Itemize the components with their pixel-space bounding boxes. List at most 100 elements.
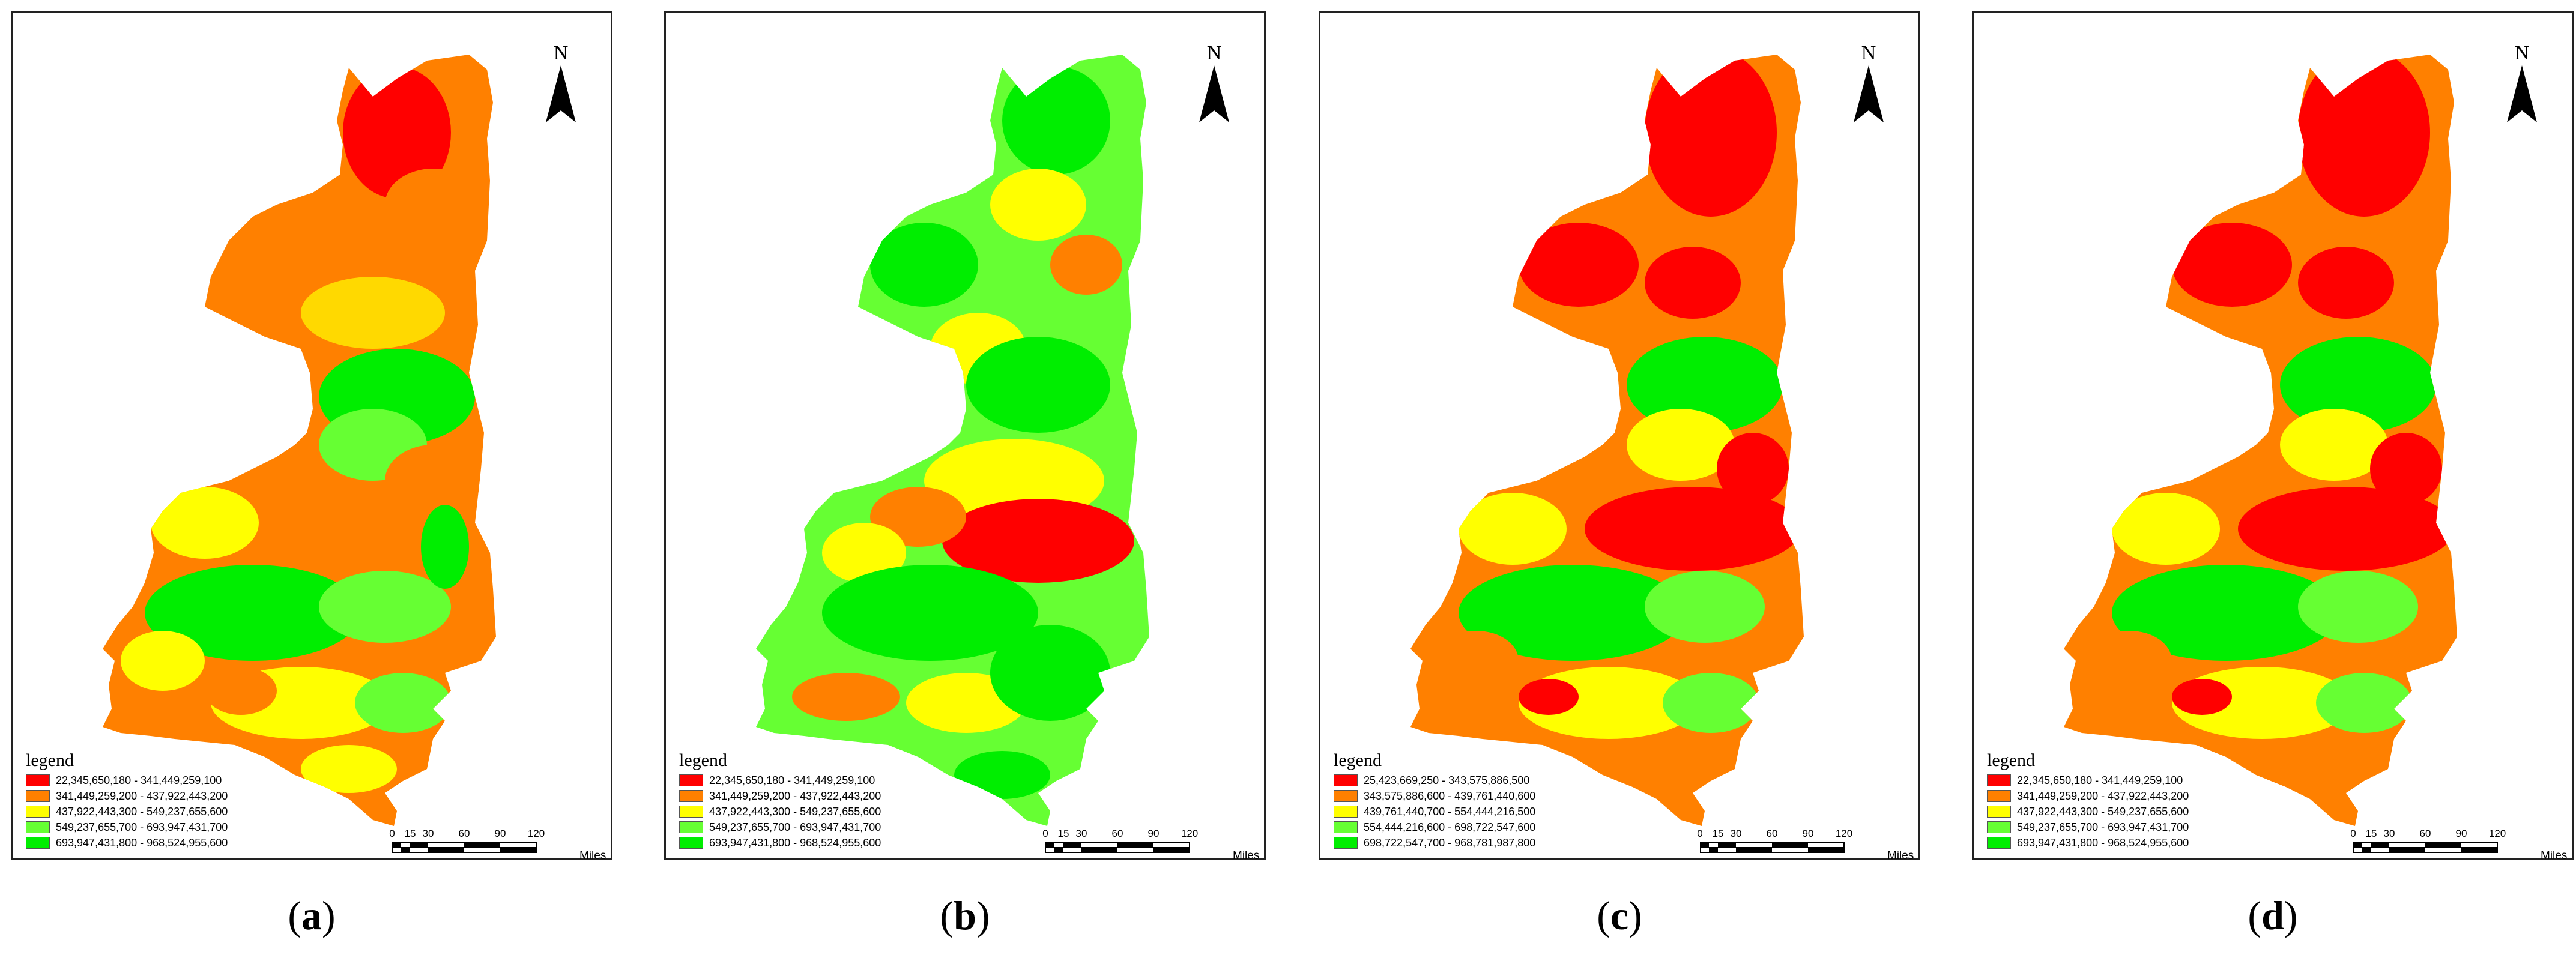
legend-swatch (26, 821, 50, 833)
scale-tick: 15 (1057, 828, 1069, 839)
north-arrow: N (1193, 41, 1235, 131)
north-arrow-icon (546, 65, 576, 122)
region-map (756, 55, 1149, 826)
scale-bar: 0 15 30 60 90 120 Miles (386, 828, 608, 862)
legend-label: 341,449,259,200 - 437,922,443,200 (56, 789, 228, 802)
scale-tick: 60 (1111, 828, 1123, 839)
north-arrow-icon (1199, 65, 1229, 122)
caption-letter: b (954, 893, 976, 938)
legend-label: 22,345,650,180 - 341,449,259,100 (709, 774, 875, 786)
scale-bar-graphic (1700, 842, 1845, 853)
legend-swatch (1334, 837, 1358, 849)
legend-swatch (1987, 790, 2011, 802)
scale-tick: 120 (2488, 828, 2506, 839)
scale-tick: 90 (1802, 828, 1814, 839)
scale-units: Miles (1233, 849, 1260, 862)
north-arrow: N (540, 41, 582, 131)
scale-tick: 0 (2350, 828, 2356, 839)
scale-tick: 60 (1766, 828, 1778, 839)
legend-swatch (1987, 821, 2011, 833)
legend: legend 22,345,650,180 - 341,449,259,100 … (26, 750, 362, 851)
legend-item: 437,922,443,300 - 549,237,655,600 (26, 804, 362, 819)
map-panel-a: N legend 22,345,650,180 - 341,449,259,10… (11, 11, 612, 862)
scale-tick: 120 (527, 828, 545, 839)
scale-tick: 0 (389, 828, 395, 839)
scale-tick: 0 (1042, 828, 1048, 839)
north-label: N (1206, 42, 1222, 64)
map-panel-c: N legend 25,423,669,250 - 343,575,886,50… (1319, 11, 1920, 862)
map-panel-d: N legend 22,345,650,180 - 341,449,259,10… (1972, 11, 2574, 862)
legend-item: 437,922,443,300 - 549,237,655,600 (679, 804, 1015, 819)
scale-tick: 0 (1697, 828, 1703, 839)
legend-item: 549,237,655,700 - 693,947,431,700 (1987, 819, 2323, 835)
legend: legend 22,345,650,180 - 341,449,259,100 … (1987, 750, 2323, 851)
legend-item: 343,575,886,600 - 439,761,440,600 (1334, 788, 1670, 804)
legend-label: 341,449,259,200 - 437,922,443,200 (709, 789, 881, 802)
legend-swatch (1334, 790, 1358, 802)
caption-a: (a) (288, 893, 336, 938)
legend-label: 554,444,216,600 - 698,722,547,600 (1364, 821, 1536, 833)
scale-tick: 120 (1181, 828, 1199, 839)
legend-item: 693,947,431,800 - 968,524,955,600 (1987, 835, 2323, 851)
caption-d: (d) (2248, 893, 2298, 938)
scale-tick: 15 (2365, 828, 2377, 839)
legend-swatch (1334, 821, 1358, 833)
legend-swatch (26, 837, 50, 849)
region-map (2064, 55, 2457, 826)
scale-tick: 15 (404, 828, 416, 839)
legend-item: 22,345,650,180 - 341,449,259,100 (679, 773, 1015, 788)
legend-swatch (1334, 774, 1358, 786)
scale-tick: 60 (458, 828, 470, 839)
scale-tick: 90 (1147, 828, 1160, 839)
map-panel-b: N legend 22,345,650,180 - 341,449,259,10… (664, 11, 1266, 862)
scale-tick: 90 (2455, 828, 2467, 839)
legend-title: legend (1987, 750, 2035, 770)
scale-tick: 15 (1712, 828, 1724, 839)
north-label: N (553, 42, 569, 64)
scale-bar-graphic (2353, 842, 2498, 853)
caption-b: (b) (940, 893, 990, 938)
legend-title: legend (679, 750, 727, 770)
legend-title: legend (26, 750, 74, 770)
scale-bar: 0 15 30 60 90 120 Miles (2347, 828, 2569, 862)
legend-item: 341,449,259,200 - 437,922,443,200 (679, 788, 1015, 804)
legend-swatch (26, 790, 50, 802)
scale-bar: 0 15 30 60 90 120 Miles (1694, 828, 1916, 862)
scale-bar: 0 15 30 60 90 120 Miles (1039, 828, 1262, 862)
legend-label: 549,237,655,700 - 693,947,431,700 (2017, 821, 2189, 833)
scale-bar-graphic (1045, 842, 1190, 853)
caption-letter: a (301, 893, 322, 938)
scale-tick: 120 (1835, 828, 1853, 839)
legend-label: 437,922,443,300 - 549,237,655,600 (709, 805, 881, 818)
legend-item: 341,449,259,200 - 437,922,443,200 (26, 788, 362, 804)
legend-title: legend (1334, 750, 1382, 770)
scale-tick: 30 (422, 828, 434, 839)
legend-swatch (679, 790, 703, 802)
legend-label: 25,423,669,250 - 343,575,886,500 (1364, 774, 1530, 786)
legend-label: 693,947,431,800 - 968,524,955,600 (2017, 836, 2189, 849)
legend-item: 549,237,655,700 - 693,947,431,700 (679, 819, 1015, 835)
north-arrow-icon (1854, 65, 1884, 122)
scale-tick: 30 (2383, 828, 2395, 839)
scale-tick: 30 (1075, 828, 1087, 839)
scale-tick: 30 (1730, 828, 1742, 839)
legend-swatch (1987, 774, 2011, 786)
legend-swatch (26, 806, 50, 818)
legend: legend 25,423,669,250 - 343,575,886,500 … (1334, 750, 1670, 851)
scale-units: Miles (1887, 849, 1914, 862)
legend-swatch (1987, 806, 2011, 818)
legend-item: 693,947,431,800 - 968,524,955,600 (679, 835, 1015, 851)
north-label: N (1861, 42, 1876, 64)
scale-units: Miles (579, 849, 606, 862)
caption-c: (c) (1597, 893, 1642, 938)
legend-item: 341,449,259,200 - 437,922,443,200 (1987, 788, 2323, 804)
north-arrow-icon (2507, 65, 2537, 122)
caption-letter: d (2261, 893, 2284, 938)
legend-item: 693,947,431,800 - 968,524,955,600 (26, 835, 362, 851)
legend-label: 437,922,443,300 - 549,237,655,600 (56, 805, 228, 818)
legend-label: 437,922,443,300 - 549,237,655,600 (2017, 805, 2189, 818)
legend-swatch (679, 774, 703, 786)
legend-item: 25,423,669,250 - 343,575,886,500 (1334, 773, 1670, 788)
legend-swatch (679, 821, 703, 833)
legend-swatch (679, 837, 703, 849)
